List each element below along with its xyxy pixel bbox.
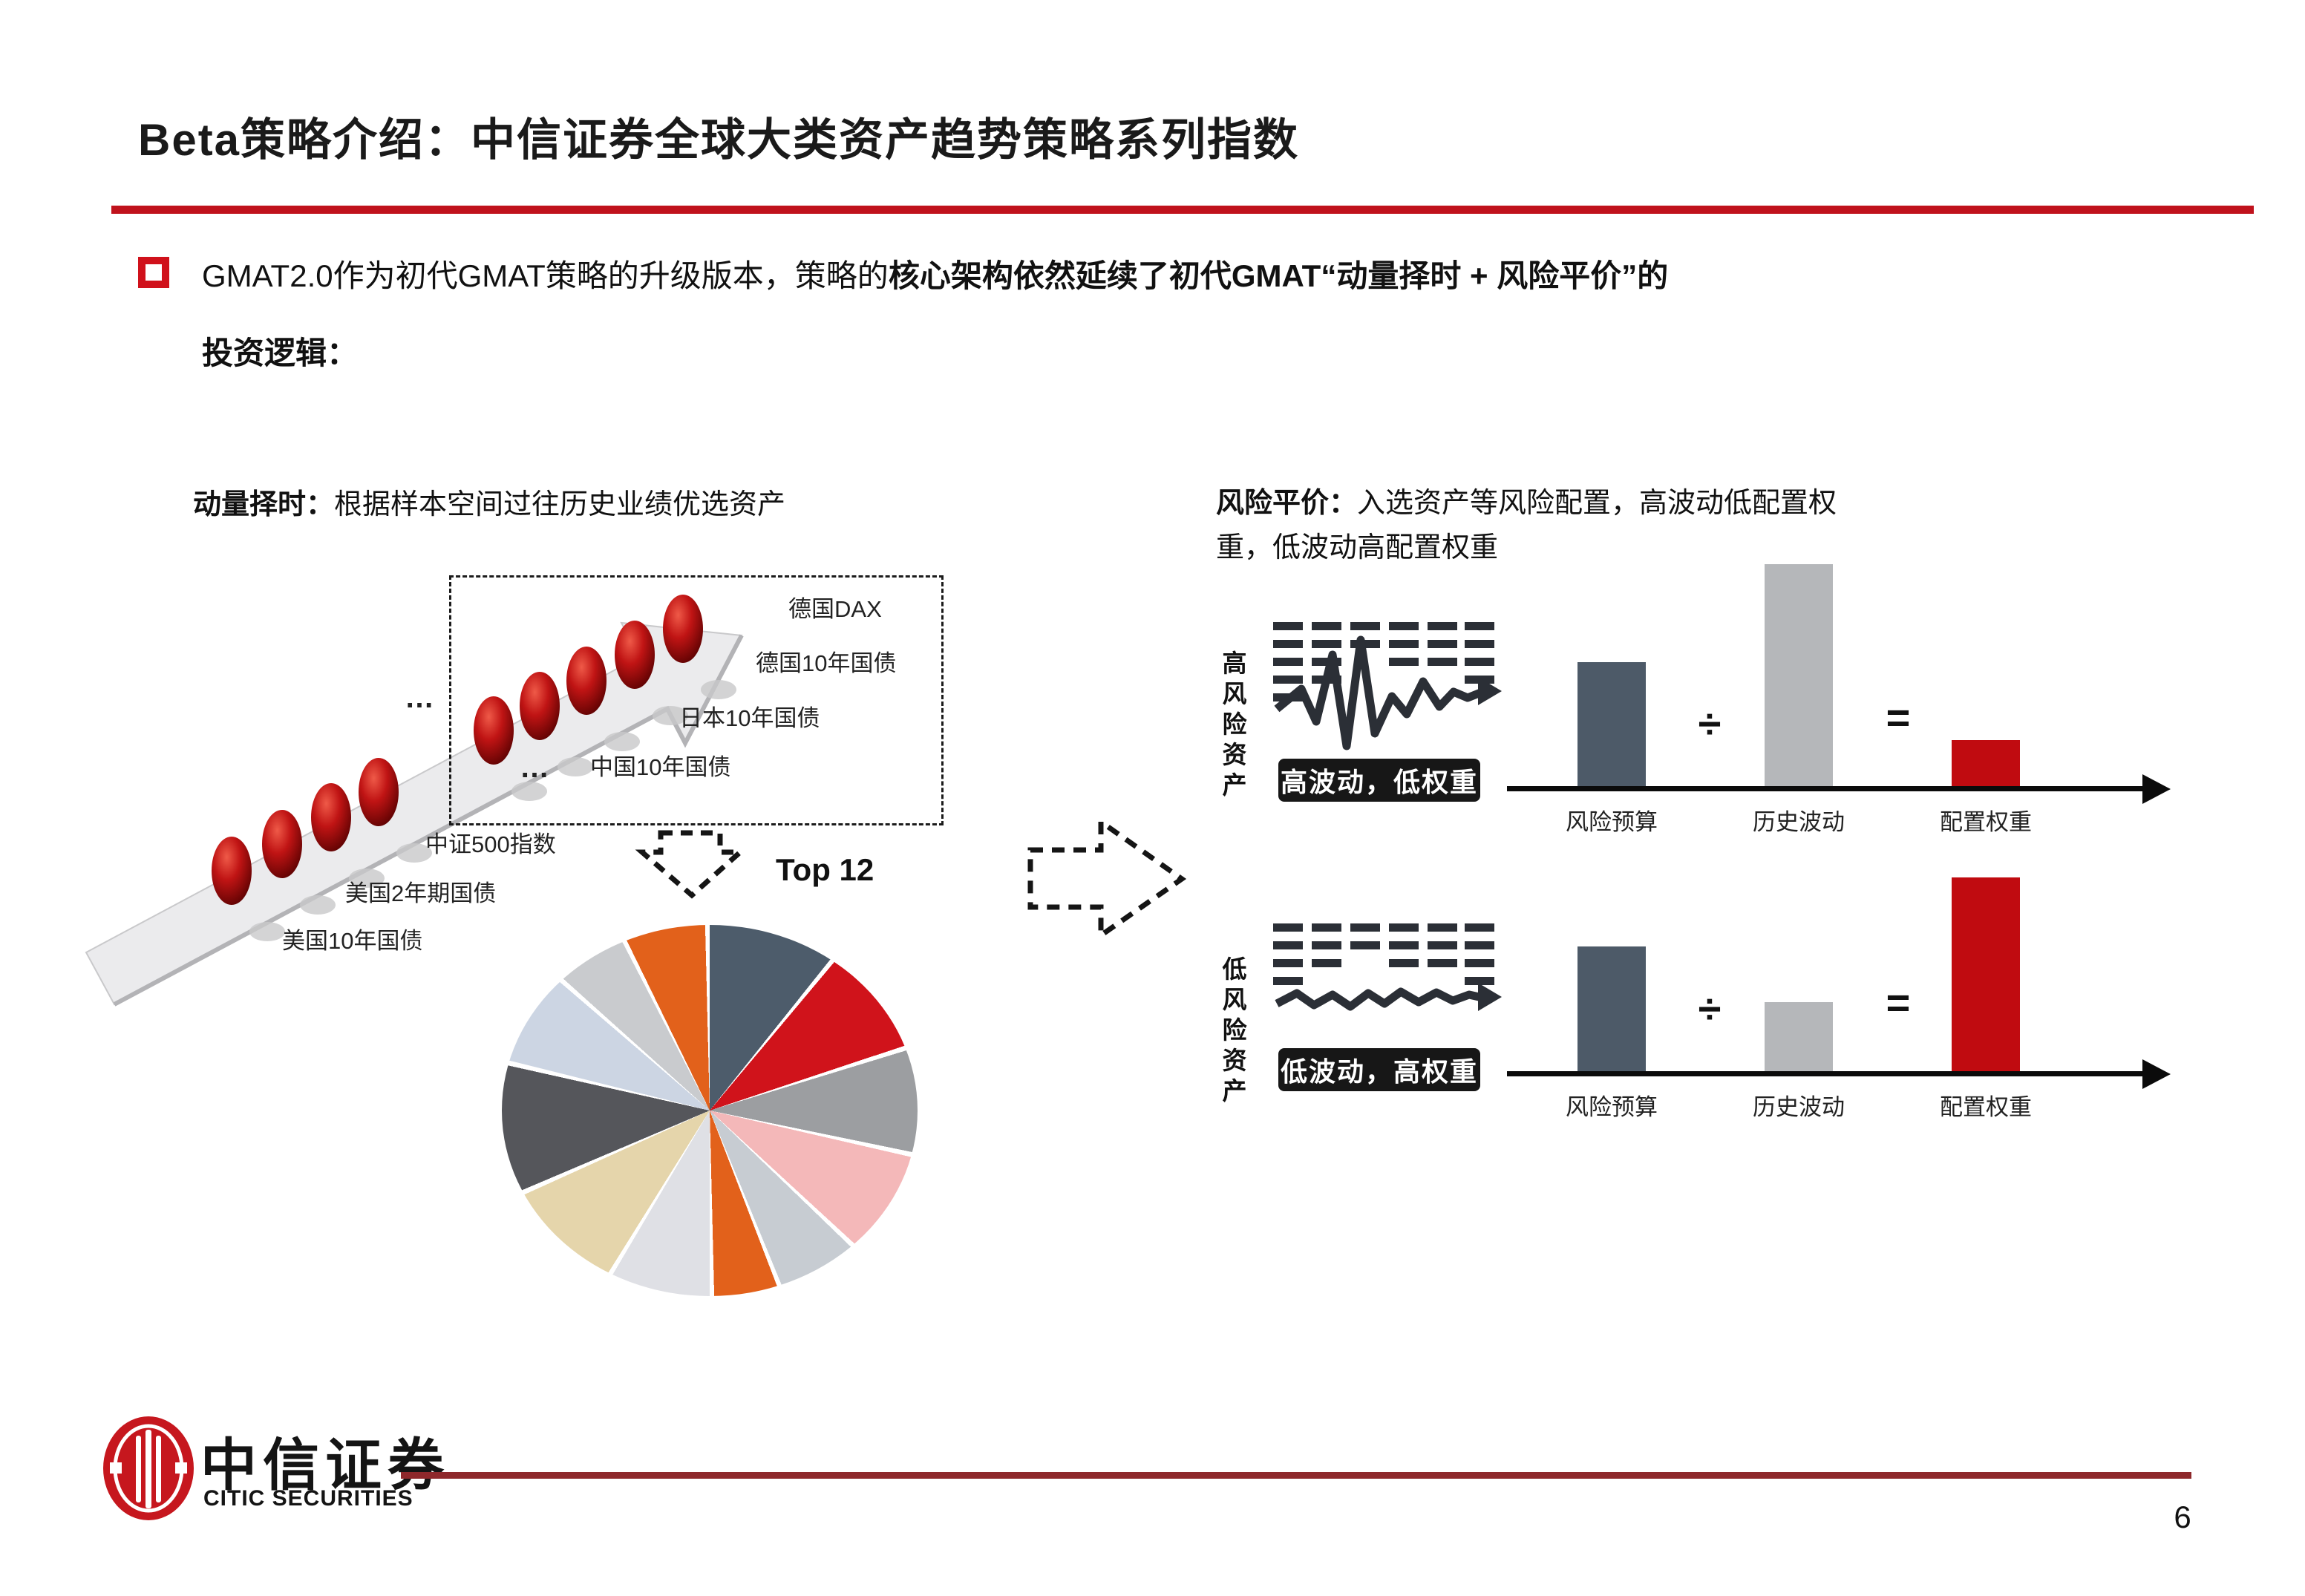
risk-parity-heading-line1: 风险平价：入选资产等风险配置，高波动低配置权	[1216, 481, 1837, 526]
asset-label-us10y: 美国10年国债	[282, 928, 423, 954]
high-volatility-icon	[1273, 622, 1502, 750]
logo-chinese-name: 中信证券	[200, 1434, 450, 1497]
top12-pie-chart	[502, 925, 918, 1296]
top12-down-arrow-icon	[635, 830, 748, 899]
risk-parity-heading: 风险平价：入选资产等风险配置，高波动低配置权 重，低波动高配置权重	[1216, 481, 1837, 570]
page-number: 6	[2174, 1499, 2191, 1534]
bar-risk-budget-low	[1577, 946, 1646, 1074]
footer-divider	[401, 1472, 2191, 1479]
bar-weight-low	[1952, 877, 2020, 1074]
dot-shadows	[249, 680, 736, 941]
risk-parity-heading-line2: 重，低波动高配置权重	[1216, 532, 1499, 563]
bar-label-hist-vol-high: 历史波动	[1753, 809, 1845, 835]
bullet-square-icon	[138, 257, 169, 288]
axis-arrowhead-high	[2142, 774, 2171, 804]
high-vol-low-weight-tag: 高波动，低权重	[1278, 759, 1480, 802]
equals-symbol-low: =	[1886, 979, 1911, 1026]
momentum-trend-arrow-graphic	[85, 595, 744, 1007]
divide-symbol-high: ÷	[1698, 700, 1722, 747]
bar-weight-high	[1952, 740, 2020, 789]
ellipsis-mark-1: …	[405, 681, 437, 714]
intro-regular: GMAT2.0作为初代GMAT策略的升级版本，策略的	[202, 258, 889, 293]
high-risk-side-label: 高风险资产	[1219, 650, 1246, 802]
axis-high	[1507, 786, 2144, 791]
title-divider	[111, 206, 2254, 214]
asset-label-de-bond: 德国10年国债	[756, 650, 897, 676]
logo-english-name: CITIC SECURITIES	[203, 1486, 413, 1511]
momentum-heading-rest: 根据样本空间过往历史业绩优选资产	[334, 489, 786, 520]
equals-symbol-high: =	[1886, 694, 1911, 741]
low-volatility-icon	[1273, 923, 1502, 1011]
asset-label-jp-bond: 日本10年国债	[679, 705, 820, 731]
axis-arrowhead-low	[2142, 1059, 2171, 1089]
low-risk-side-label: 低风险资产	[1219, 956, 1246, 1108]
bar-risk-budget-high	[1577, 662, 1646, 789]
top12-label: Top 12	[776, 852, 874, 887]
bar-label-weight-high: 配置权重	[1940, 809, 2032, 835]
page-title: Beta策略介绍：中信证券全球大类资产趋势策略系列指数	[138, 115, 1300, 165]
bar-label-risk-budget-low: 风险预算	[1566, 1094, 1658, 1120]
intro-line-2: 投资逻辑：	[202, 336, 359, 370]
citic-logo-icon	[103, 1416, 194, 1520]
bar-label-weight-low: 配置权重	[1940, 1094, 2032, 1120]
section-transition-arrow-icon	[1027, 817, 1187, 941]
ellipsis-mark-2: …	[520, 751, 552, 784]
axis-low	[1507, 1071, 2144, 1076]
low-vol-high-weight-tag: 低波动，高权重	[1278, 1048, 1480, 1091]
asset-label-de-dax: 德国DAX	[788, 596, 882, 622]
intro-line-1: GMAT2.0作为初代GMAT策略的升级版本，策略的核心架构依然延续了初代GMA…	[202, 251, 1668, 296]
asset-label-us2y: 美国2年期国债	[345, 880, 497, 906]
bar-hist-vol-low	[1765, 1002, 1833, 1074]
divide-symbol-low: ÷	[1698, 985, 1722, 1032]
sample-space-dashed-box	[449, 575, 944, 825]
asset-label-cn-bond: 中国10年国债	[590, 754, 731, 780]
momentum-heading-bold: 动量择时：	[193, 489, 335, 520]
bar-hist-vol-high	[1765, 564, 1833, 789]
bar-label-hist-vol-low: 历史波动	[1753, 1094, 1845, 1120]
asset-label-csi500: 中证500指数	[425, 831, 556, 857]
bar-label-risk-budget-high: 风险预算	[1566, 809, 1658, 835]
risk-parity-heading-rest: 入选资产等风险配置，高波动低配置权	[1357, 488, 1837, 519]
asset-dots	[212, 595, 703, 905]
momentum-heading: 动量择时：根据样本空间过往历史业绩优选资产	[193, 481, 785, 522]
risk-parity-heading-bold: 风险平价：	[1216, 488, 1358, 519]
intro-bold: 核心架构依然延续了初代GMAT“动量择时 + 风险平价”的	[888, 258, 1669, 293]
